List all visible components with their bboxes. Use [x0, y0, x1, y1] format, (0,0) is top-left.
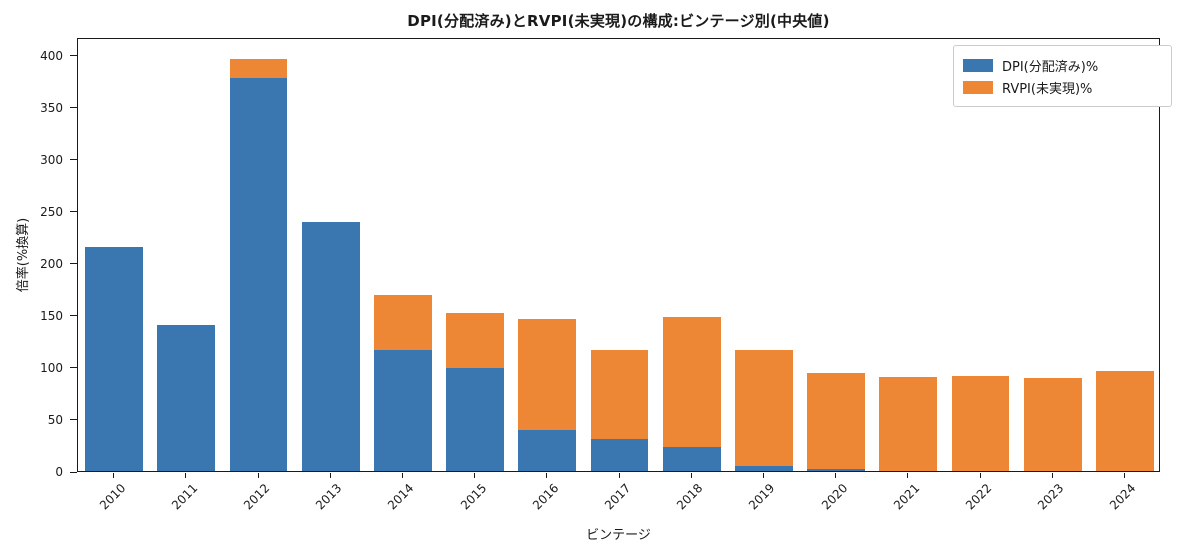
x-tick-mark — [474, 473, 476, 478]
x-tick-mark — [979, 473, 981, 478]
y-tick-mark — [70, 315, 77, 317]
x-tick-mark — [835, 473, 837, 478]
x-tick-mark — [690, 473, 692, 478]
x-tick-label-2021: 2021 — [890, 481, 923, 513]
x-tick-label-2018: 2018 — [674, 481, 706, 513]
legend-swatch-dpi — [963, 58, 993, 72]
bar-segment-rvpi-2023 — [1023, 378, 1082, 471]
bar-segment-rvpi-2019 — [735, 350, 793, 466]
x-tick-mark — [762, 473, 764, 478]
x-tick-label-2012: 2012 — [240, 481, 273, 513]
bar-segment-rvpi-2024 — [1096, 371, 1154, 471]
legend-label: RVPI(未実現)% — [1002, 81, 1093, 97]
y-tick-label: 200 — [40, 256, 63, 271]
x-tick-mark — [618, 473, 620, 478]
y-tick-mark — [70, 55, 77, 57]
x-tick-label-2014: 2014 — [385, 481, 417, 513]
y-tick-mark — [70, 419, 77, 421]
x-tick-label-2020: 2020 — [818, 481, 851, 513]
bar-segment-dpi-2010 — [85, 247, 143, 471]
bar-segment-rvpi-2022 — [951, 376, 1010, 471]
bar-segment-dpi-2015 — [446, 367, 504, 471]
x-tick-label-2013: 2013 — [313, 481, 345, 513]
bar-segment-rvpi-2018 — [662, 316, 721, 448]
x-tick-label-2010: 2010 — [96, 481, 129, 513]
x-tick-label-2023: 2023 — [1035, 481, 1067, 513]
bar-segment-rvpi-2020 — [807, 373, 865, 469]
legend-item: DPI(分配済み)% — [963, 54, 1161, 76]
x-tick-mark — [546, 473, 548, 478]
bar-segment-dpi-2012 — [229, 77, 288, 471]
x-tick-label-2017: 2017 — [601, 481, 634, 513]
y-tick-label: 300 — [40, 152, 63, 167]
plot-area — [77, 38, 1160, 472]
bar-segment-dpi-2018 — [662, 447, 721, 471]
bar-segment-rvpi-2016 — [518, 319, 577, 431]
y-tick-mark — [70, 211, 77, 213]
bar-segment-dpi-2011 — [157, 325, 216, 471]
x-tick-label-2024: 2024 — [1107, 481, 1139, 513]
bar-segment-dpi-2017 — [590, 438, 649, 471]
y-tick-mark — [70, 107, 77, 109]
x-tick-mark — [329, 473, 331, 478]
y-tick-label: 350 — [40, 100, 63, 115]
bar-segment-rvpi-2012 — [229, 58, 288, 78]
y-tick-label: 250 — [40, 204, 63, 219]
y-tick-label: 50 — [47, 412, 63, 427]
x-tick-label-2015: 2015 — [457, 481, 490, 513]
legend-swatch-rvpi — [963, 80, 993, 94]
x-tick-mark — [257, 473, 259, 478]
bar-segment-dpi-2019 — [735, 465, 793, 471]
y-tick-mark — [70, 471, 77, 473]
bar-segment-dpi-2014 — [374, 350, 432, 471]
bar-segment-rvpi-2021 — [879, 377, 938, 471]
x-tick-mark — [113, 473, 115, 478]
x-tick-label-2011: 2011 — [168, 481, 201, 513]
y-tick-mark — [70, 367, 77, 369]
bar-segment-rvpi-2015 — [446, 312, 504, 368]
y-tick-mark — [70, 263, 77, 265]
y-tick-label: 150 — [40, 308, 63, 323]
bar-segment-dpi-2020 — [807, 468, 865, 471]
bar-segment-dpi-2013 — [301, 222, 360, 471]
y-tick-mark — [70, 159, 77, 161]
legend: DPI(分配済み)% RVPI(未実現)% — [953, 45, 1172, 107]
bar-segment-dpi-2016 — [518, 430, 577, 471]
x-tick-label-2019: 2019 — [746, 481, 778, 513]
bar-segment-rvpi-2014 — [374, 295, 432, 351]
x-tick-mark — [1051, 473, 1053, 478]
x-tick-label-2016: 2016 — [529, 481, 562, 513]
y-tick-label: 100 — [40, 360, 63, 375]
x-tick-mark — [401, 473, 403, 478]
legend-item: RVPI(未実現)% — [963, 76, 1161, 98]
x-axis-label: ビンテージ — [586, 528, 651, 543]
y-tick-label: 0 — [55, 465, 63, 479]
x-tick-label-2022: 2022 — [962, 481, 995, 513]
legend-label: DPI(分配済み)% — [1002, 59, 1099, 75]
x-tick-mark — [907, 473, 909, 478]
x-tick-mark — [185, 473, 187, 478]
bar-segment-rvpi-2017 — [590, 350, 649, 439]
y-tick-label: 400 — [40, 48, 63, 63]
x-tick-mark — [1123, 473, 1125, 478]
chart-title: DPI(分配済み)とRVPI(未実現)の構成:ビンテージ別(中央値) — [407, 12, 830, 30]
